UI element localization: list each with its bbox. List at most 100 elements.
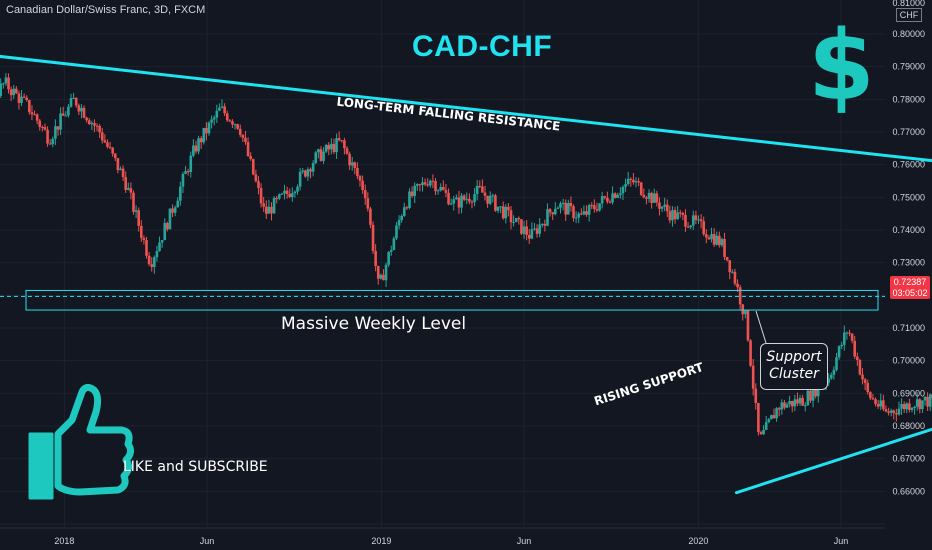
candle-body <box>95 125 99 127</box>
candle-body <box>731 271 734 273</box>
candle-body <box>137 210 140 226</box>
candle-body <box>694 215 698 220</box>
candle-body <box>41 126 44 128</box>
candle-body <box>757 403 760 433</box>
candle-body <box>863 379 867 384</box>
candle-body <box>738 287 742 305</box>
candle-body <box>665 204 669 212</box>
candle-body <box>423 182 427 185</box>
candle-body <box>210 119 213 123</box>
candle-body <box>283 190 286 194</box>
candle-body <box>811 384 815 401</box>
candle-body <box>395 225 398 239</box>
candle-body <box>796 399 799 404</box>
candle-body <box>759 432 763 435</box>
candle-body <box>361 180 364 191</box>
time-tick-label: Jun <box>200 536 215 546</box>
time-tick-label: 2019 <box>371 536 391 546</box>
candle-body <box>410 191 414 197</box>
candle-body <box>744 310 747 315</box>
candle-body <box>577 213 581 218</box>
candle-body <box>746 310 750 341</box>
candle-body <box>301 170 305 172</box>
candle-body <box>257 181 260 189</box>
candle-body <box>889 410 893 413</box>
candle-body <box>306 169 310 177</box>
candle-body <box>246 141 250 157</box>
candle-body <box>280 193 284 195</box>
candle-body <box>514 218 518 223</box>
candle-body <box>304 170 307 177</box>
candle-body <box>415 184 419 186</box>
candle-body <box>603 196 607 198</box>
candle-body <box>202 127 206 143</box>
candle-body <box>749 340 752 366</box>
candle-body <box>718 235 721 246</box>
candle-body <box>535 228 539 234</box>
candle-body <box>871 398 875 400</box>
candle-body <box>590 205 594 207</box>
falling-resistance-line <box>0 54 932 163</box>
candle-body <box>691 215 695 226</box>
candle-body <box>319 149 323 161</box>
candle-body <box>449 203 453 205</box>
candle-body <box>74 97 78 106</box>
support-cluster-line1: Support <box>766 349 822 365</box>
candle-body <box>54 126 57 139</box>
candle-body <box>866 383 870 393</box>
candle-body <box>775 408 778 419</box>
candle-body <box>553 208 557 215</box>
candle-body <box>129 188 133 193</box>
candle-body <box>488 195 492 204</box>
candle-body <box>12 88 16 96</box>
candle-body <box>288 193 292 197</box>
candle-body <box>887 411 890 413</box>
candle-body <box>387 251 390 265</box>
dollar-icon: $ <box>808 10 875 122</box>
candle-body <box>902 404 906 410</box>
candle-body <box>189 155 193 172</box>
callout-pointer <box>755 310 767 344</box>
candle-body <box>452 199 456 204</box>
candle-body <box>733 271 737 284</box>
candle-body <box>285 190 289 194</box>
candle-body <box>668 211 672 221</box>
candle-body <box>712 234 716 245</box>
candle-body <box>655 193 659 203</box>
candle-body <box>72 97 75 99</box>
candle-body <box>501 206 505 219</box>
candle-body <box>67 106 70 116</box>
candle-body <box>327 144 331 150</box>
currency-badge[interactable]: CHF <box>896 8 922 22</box>
candle-body <box>517 218 521 220</box>
candle-body <box>908 403 911 410</box>
candle-body <box>134 210 138 212</box>
candle-body <box>928 394 932 407</box>
candle-body <box>876 404 880 407</box>
candle-body <box>363 190 367 199</box>
candle-body <box>311 163 315 172</box>
candle-body <box>858 360 862 375</box>
candle-body <box>853 340 857 357</box>
candle-body <box>587 205 591 215</box>
rising-support-line <box>734 427 932 495</box>
candle-body <box>225 113 229 121</box>
price-tick-label: 0.70000 <box>892 356 925 366</box>
candle-body <box>392 238 396 250</box>
symbol-title[interactable]: Canadian Dollar/Swiss Franc, 3D, FXCM <box>6 4 206 16</box>
candle-body <box>567 202 570 215</box>
candle-body <box>155 251 159 258</box>
price-tick-label: 0.75000 <box>892 192 925 202</box>
candle-body <box>673 210 677 220</box>
candle-body <box>707 237 711 240</box>
candle-body <box>447 192 450 205</box>
candle-body <box>25 97 29 101</box>
candle-body <box>621 186 625 194</box>
candle-body <box>46 129 49 144</box>
candle-body <box>147 255 151 265</box>
price-tick-label: 0.74000 <box>892 225 925 235</box>
candle-body <box>145 240 148 256</box>
candle-body <box>658 202 661 209</box>
candle-body <box>715 235 719 245</box>
